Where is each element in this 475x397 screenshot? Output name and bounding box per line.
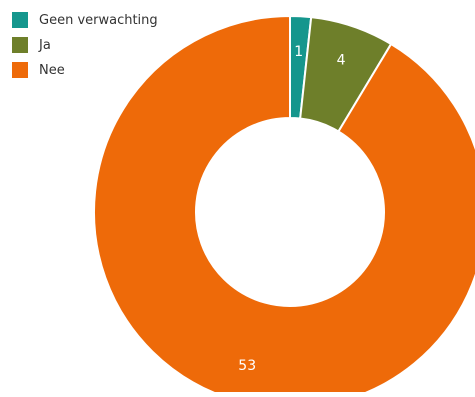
data-label-nee: 53: [238, 358, 256, 374]
legend-swatch-ja: [12, 37, 28, 53]
legend-label-geen-verwachting: Geen verwachting: [39, 12, 158, 28]
legend-item-nee[interactable]: Nee: [12, 62, 158, 78]
data-label-ja: 4: [337, 52, 346, 68]
legend-item-ja[interactable]: Ja: [12, 37, 158, 53]
donut-slice-nee[interactable]: [93, 14, 475, 397]
legend-item-geen-verwachting[interactable]: Geen verwachting: [12, 12, 158, 28]
legend-swatch-nee: [12, 62, 28, 78]
chart-legend: Geen verwachting Ja Nee: [12, 12, 158, 87]
legend-label-ja: Ja: [39, 37, 51, 53]
legend-swatch-geen-verwachting: [12, 12, 28, 28]
legend-label-nee: Nee: [39, 62, 65, 78]
data-label-geen-verwachting: 1: [294, 44, 303, 60]
